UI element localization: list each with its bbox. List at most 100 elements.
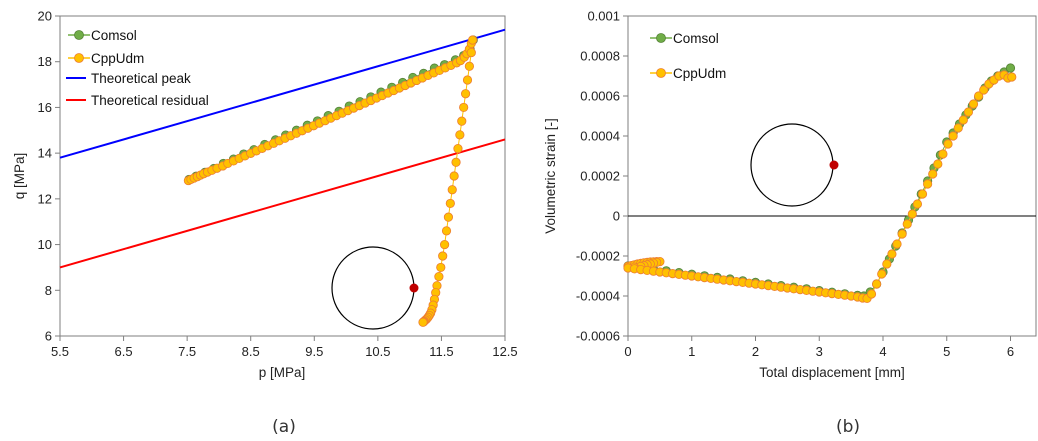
x-axis-label-a: p [MPa] xyxy=(259,365,306,380)
chart-a-yticks: 6 8 10 12 14 16 18 20 xyxy=(38,9,60,344)
x-tick-label-a: 11.5 xyxy=(429,344,453,359)
y-axis-label-a: q [MPa] xyxy=(12,153,27,200)
x-axis-label-b: Total displacement [mm] xyxy=(759,365,905,380)
point-cppudm-b xyxy=(882,259,892,269)
chart-a-points xyxy=(183,35,478,327)
point-cppudm-a xyxy=(449,171,459,181)
y-tick-label-a: 12 xyxy=(38,191,52,206)
y-tick-label-b: -0.0004 xyxy=(576,289,620,304)
chart-b-yticks: -0.0006 -0.0004 -0.0002 0 0.0002 0.0004 0.0006… xyxy=(576,9,628,344)
point-cppudm-a xyxy=(464,61,474,71)
point-cppudm-a xyxy=(462,75,473,85)
point-cppudm-b xyxy=(1007,72,1017,82)
x-tick-label-b: 4 xyxy=(879,344,886,359)
x-tick-label-a: 10.5 xyxy=(365,344,390,359)
y-tick-label-a: 6 xyxy=(45,329,52,344)
point-cppudm-b xyxy=(958,115,968,125)
point-cppudm-a xyxy=(453,143,463,154)
legend-a: Comsol CppUdm Theoretical peak Theoretic… xyxy=(66,28,209,108)
point-cppudm-b xyxy=(866,289,877,299)
point-cppudm-b xyxy=(917,189,928,199)
point-cppudm-b xyxy=(953,123,963,133)
x-tick-label-a: 6.5 xyxy=(115,344,133,359)
inset-marker-b xyxy=(829,160,839,170)
chart-b: -0.0006 -0.0004 -0.0002 0 0.0002 0.0004 0.0006… xyxy=(543,9,1037,437)
y-tick-label-b: 0.0006 xyxy=(580,89,620,104)
point-cppudm-b xyxy=(943,139,953,149)
point-cppudm-b xyxy=(897,229,907,239)
y-axis-label-b: Volumetric strain [-] xyxy=(543,118,558,234)
legend-comsol-label-a: Comsol xyxy=(91,28,137,43)
point-cppudm-b xyxy=(938,149,948,159)
point-cppudm-b xyxy=(948,131,958,141)
point-cppudm-b xyxy=(912,199,923,209)
point-cppudm-b xyxy=(892,239,902,249)
x-tick-label-a: 7.5 xyxy=(178,344,196,359)
y-tick-label-a: 8 xyxy=(45,283,52,298)
point-cppudm-a xyxy=(455,130,465,140)
point-cppudm-b xyxy=(877,269,887,279)
legend-peak-label-a: Theoretical peak xyxy=(91,71,191,86)
legend-b: Comsol CppUdm xyxy=(650,31,726,81)
point-cppudm-a xyxy=(438,251,448,261)
chart-a-lines xyxy=(59,28,506,269)
point-comsol-b xyxy=(1005,63,1016,73)
series-line-theoretical-peak-a xyxy=(59,28,506,159)
chart-b-xticks: 0 1 2 3 4 5 6 xyxy=(624,336,1014,359)
series-line-theoretical-residual-a xyxy=(59,138,506,269)
point-cppudm-a xyxy=(467,35,478,45)
y-tick-label-b: -0.0002 xyxy=(576,249,620,264)
x-tick-label-a: 12.5 xyxy=(492,344,517,359)
legend-comsol-marker-a xyxy=(74,30,84,40)
legend-cppudm-marker-b xyxy=(656,68,666,78)
point-cppudm-b xyxy=(907,209,917,219)
x-tick-label-a: 8.5 xyxy=(242,344,260,359)
caption-b: (b) xyxy=(836,417,860,437)
y-tick-label-a: 20 xyxy=(38,9,52,24)
inset-marker-a xyxy=(409,283,419,293)
point-cppudm-a xyxy=(447,185,457,195)
x-tick-label-b: 1 xyxy=(688,344,695,359)
point-cppudm-a xyxy=(466,47,476,58)
chart-a: 6 8 10 12 14 16 18 20 5.5 6.5 7.5 8.5 9.5 10.5 11.5 12… xyxy=(12,9,518,438)
x-tick-label-b: 5 xyxy=(943,344,950,359)
point-cppudm-b xyxy=(933,159,943,169)
point-cppudm-a xyxy=(445,198,455,209)
point-cppudm-a xyxy=(418,317,428,327)
chart-b-points xyxy=(623,63,1017,303)
y-tick-label-b: 0 xyxy=(613,209,620,224)
y-tick-label-b: 0.0002 xyxy=(580,169,620,184)
point-cppudm-b xyxy=(887,249,897,259)
point-cppudm-a xyxy=(451,157,461,167)
x-tick-label-b: 2 xyxy=(752,344,759,359)
point-cppudm-b xyxy=(872,279,882,289)
x-tick-label-b: 6 xyxy=(1007,344,1014,359)
point-cppudm-b xyxy=(979,85,989,95)
legend-cppudm-label-a: CppUdm xyxy=(91,51,144,66)
y-tick-label-a: 14 xyxy=(38,146,52,161)
y-tick-label-b: 0.001 xyxy=(587,9,620,24)
point-cppudm-b xyxy=(923,179,933,189)
y-tick-label-a: 10 xyxy=(38,237,52,252)
point-cppudm-a xyxy=(434,271,444,282)
y-tick-label-a: 16 xyxy=(38,100,52,115)
y-tick-label-b: 0.0008 xyxy=(580,49,620,64)
point-cppudm-a xyxy=(460,89,471,99)
y-tick-label-a: 18 xyxy=(38,54,52,69)
point-cppudm-b xyxy=(928,169,938,179)
point-cppudm-a xyxy=(441,226,452,236)
chart-a-xticks: 5.5 6.5 7.5 8.5 9.5 10.5 11.5 12.5 xyxy=(51,336,518,359)
x-tick-label-b: 0 xyxy=(624,344,631,359)
point-cppudm-a xyxy=(459,102,469,113)
caption-a: (a) xyxy=(272,417,296,437)
point-cppudm-a xyxy=(436,262,446,273)
x-tick-label-b: 3 xyxy=(816,344,823,359)
point-cppudm-b xyxy=(902,219,912,229)
legend-residual-label-a: Theoretical residual xyxy=(91,93,209,108)
point-cppudm-b xyxy=(963,107,974,117)
legend-cppudm-label-b: CppUdm xyxy=(673,66,726,81)
y-tick-label-b: -0.0006 xyxy=(576,329,620,344)
y-tick-label-b: 0.0004 xyxy=(580,129,620,144)
